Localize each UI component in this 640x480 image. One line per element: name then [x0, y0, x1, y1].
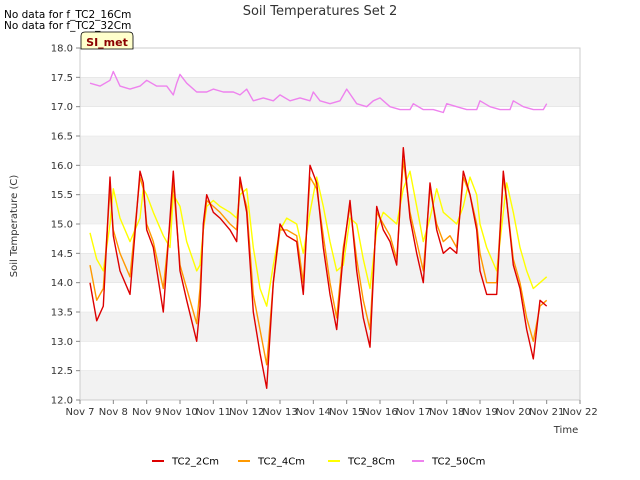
x-tick-label: Nov 16	[362, 407, 397, 418]
legend-label: TC2_8Cm	[347, 457, 395, 468]
series-line-tc2-2cm	[89, 146, 548, 389]
legend-label: TC2_2Cm	[171, 457, 219, 468]
x-tick-label: Nov 10	[162, 407, 197, 418]
y-tick-label: 14.0	[51, 278, 73, 289]
y-axis: 12.0 12.5 13.0 13.5 14.0 14.5 15.0 15.5 16.0 16.5…	[51, 44, 80, 407]
grid-band	[80, 194, 580, 224]
y-tick-label: 16.0	[51, 161, 73, 172]
y-tick-label: 16.5	[51, 132, 73, 143]
x-tick-label: Nov 17	[396, 407, 431, 418]
y-tick-label: 17.5	[51, 73, 73, 84]
y-tick-label: 18.0	[51, 44, 73, 55]
legend-label: TC2_50Cm	[431, 457, 485, 468]
x-axis-label: Time	[553, 425, 578, 436]
series-line-tc2-50cm	[89, 70, 548, 114]
x-tick-label: Nov 19	[462, 407, 497, 418]
x-tick-label: Nov 18	[429, 407, 464, 418]
grid-band	[80, 136, 580, 166]
y-tick-label: 14.5	[51, 249, 73, 260]
x-tick-label: Nov 13	[262, 407, 297, 418]
y-tick-label: 12.5	[51, 366, 73, 377]
x-tick-label: Nov 21	[529, 407, 564, 418]
y-tick-label: 13.0	[51, 337, 73, 348]
y-tick-label: 15.0	[51, 220, 73, 231]
chart-title: Soil Temperatures Set 2	[243, 4, 398, 19]
x-tick-label: Nov 12	[229, 407, 264, 418]
site-badge-label: SI_met	[86, 36, 128, 49]
no-data-note-1: No data for f_TC2_16Cm	[4, 9, 131, 21]
no-data-note-2: No data for f_TC2_32Cm	[4, 20, 131, 32]
y-tick-label: 12.0	[51, 396, 73, 407]
x-tick-label: Nov 8	[99, 407, 128, 418]
x-tick-label: Nov 7	[65, 407, 94, 418]
legend: TC2_2Cm TC2_4Cm TC2_8Cm TC2_50Cm	[152, 457, 485, 468]
site-badge: SI_met	[80, 31, 134, 50]
legend-label: TC2_4Cm	[257, 457, 305, 468]
x-tick-label: Nov 15	[329, 407, 364, 418]
x-tick-label: Nov 22	[562, 407, 597, 418]
y-tick-label: 15.5	[51, 190, 73, 201]
y-axis-label: Soil Temperature (C)	[9, 175, 20, 278]
x-tick-label: Nov 14	[296, 407, 331, 418]
grid-band	[80, 370, 580, 400]
grid-band	[80, 77, 580, 107]
series-layer	[89, 70, 548, 389]
x-tick-label: Nov 11	[196, 407, 231, 418]
y-tick-label: 13.5	[51, 308, 73, 319]
grid-bands	[80, 47, 580, 401]
grid-band	[80, 312, 580, 342]
x-tick-label: Nov 20	[496, 407, 531, 418]
x-tick-label: Nov 9	[132, 407, 161, 418]
y-tick-label: 17.0	[51, 102, 73, 113]
